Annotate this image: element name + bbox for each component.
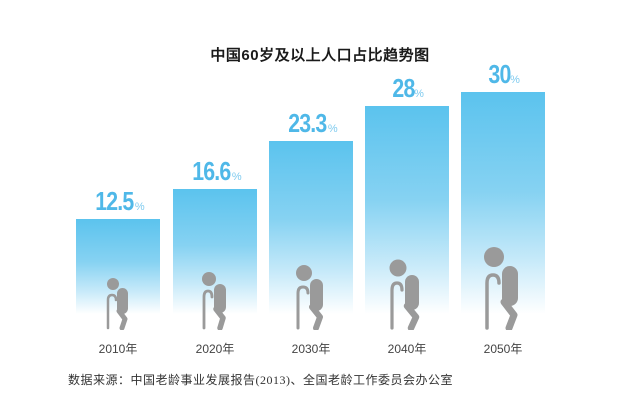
value-number: 28 [392,73,416,103]
year-label: 2050年 [483,342,523,356]
elderly-person-with-cane-icon [202,272,226,330]
value-label: 30% [461,59,545,90]
year-label: 2020年 [195,342,235,356]
bar-group-2020: 16.6% 2020年 [173,0,257,410]
elderly-person-with-cane-icon [296,265,323,330]
percent-sign: % [414,88,424,100]
percent-sign: % [510,74,520,86]
year-label: 2040年 [387,342,427,356]
value-label: 12.5% [76,186,160,217]
value-label: 23.3% [269,108,353,139]
bar-group-2040: 28% 2040年 [365,0,449,410]
percent-sign: % [327,123,338,135]
chart-title: 中国60岁及以上人口占比趋势图 [210,47,430,64]
percent-sign: % [231,171,242,183]
bar-group-2030: 23.3% 2030年 [269,0,353,410]
year-label: 2010年 [98,342,138,356]
bar-group-2050: 30% 2050年 [461,0,545,410]
percent-sign: % [134,201,145,213]
value-number: 23.3 [288,108,327,138]
year-label: 2030年 [291,342,331,356]
elderly-person-with-cane-icon [484,247,518,330]
elderly-person-with-cane-icon [389,259,420,330]
data-source-note: 数据来源：中国老龄事业发展报告(2013)、全国老龄工作委员会办公室 [68,373,453,387]
value-number: 12.5 [95,186,134,216]
elderly-person-with-cane-icon [106,278,128,330]
bar-group-2010: 12.5% 2010年 [76,0,160,410]
value-label: 16.6% [173,156,257,187]
value-number: 16.6 [192,156,231,186]
value-label: 28% [365,73,449,104]
value-number: 30 [488,59,512,89]
